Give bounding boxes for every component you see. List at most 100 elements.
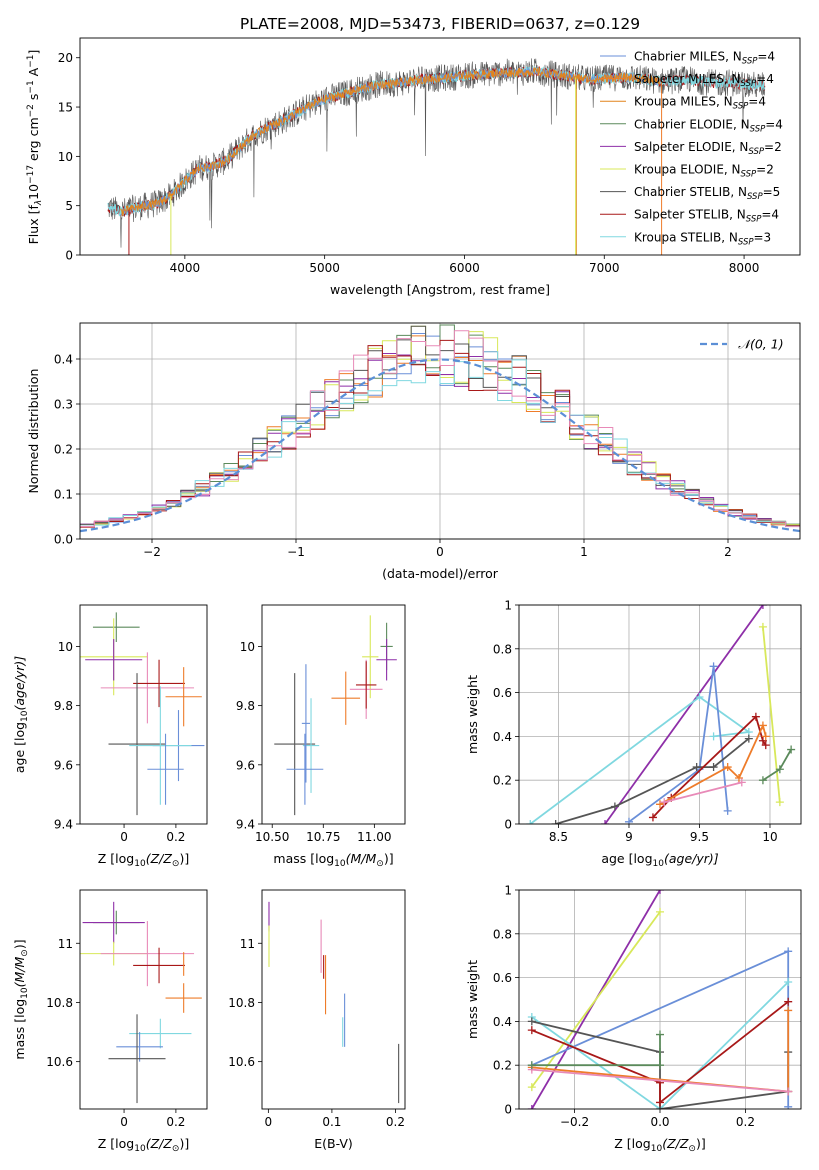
weight-marker — [648, 813, 657, 822]
errorbar-point — [129, 1018, 192, 1049]
weight-marker — [624, 817, 633, 824]
axes-frame — [79, 322, 801, 540]
weight-marker — [551, 820, 560, 824]
y-tick-label: 15 — [58, 101, 73, 115]
x-tick-label: 10.50 — [255, 830, 289, 844]
weight-marker — [709, 763, 718, 772]
y-tick-label: 0.4 — [54, 353, 73, 367]
weight-marker — [784, 997, 793, 1006]
weight-marker — [527, 1061, 536, 1070]
y-tick-label: 10 — [58, 150, 73, 164]
x-tick-label: 7000 — [589, 261, 620, 275]
y-tick-label: 1 — [504, 884, 512, 898]
y-tick-label: 9.4 — [236, 818, 255, 832]
legend: Chabrier MILES, NSSP=4 Salpeter MILES, NS… — [600, 50, 783, 247]
weight-marker — [601, 820, 610, 824]
ticks: −0.2 0.0 0.2 0 0.2 0.4 0.6 0.8 1 — [493, 884, 755, 1130]
x-tick-label: 0.2 — [166, 1115, 185, 1129]
legend-entry: Chabrier STELIB, NSSP=5 — [634, 185, 780, 202]
errorbar-point — [331, 671, 361, 725]
errorbar-point — [165, 983, 202, 1013]
y-tick-label: 9.6 — [54, 758, 73, 772]
plot-area — [80, 324, 800, 533]
y-tick-label: 0.8 — [493, 642, 512, 656]
weight-series — [527, 1030, 664, 1070]
y-tick-label: 0.3 — [54, 398, 73, 412]
weight-marker — [784, 947, 793, 956]
legend-entry: Kroupa STELIB, NSSP=3 — [634, 230, 771, 247]
errorbar-point — [85, 639, 143, 681]
weight-marker — [527, 1017, 536, 1026]
x-axis-label: (data-model)/error — [382, 566, 499, 581]
axes-frame — [79, 604, 208, 825]
weight-marker — [784, 1006, 793, 1015]
weight-marker — [784, 977, 793, 986]
weight-series — [527, 997, 793, 1107]
weight-marker — [784, 1087, 793, 1096]
normal-curve — [80, 358, 800, 533]
errorbar-point — [286, 733, 324, 805]
weight-series — [601, 605, 767, 824]
x-tick-label: 0.2 — [166, 830, 185, 844]
x-tick-label: 0.1 — [322, 1115, 341, 1129]
legend-entry: Salpeter MILES, NSSP=4 — [634, 72, 774, 89]
weight-marker — [758, 605, 767, 609]
x-tick-label: 6000 — [449, 261, 480, 275]
weight-marker — [784, 1102, 793, 1109]
weight-marker — [744, 734, 753, 743]
x-tick-label: 1 — [580, 545, 588, 559]
x-tick-label: 2 — [724, 545, 732, 559]
y-tick-label: 0.8 — [493, 927, 512, 941]
x-tick-label: 0 — [436, 545, 444, 559]
x-tick-label: 0.2 — [736, 1115, 755, 1129]
errorbar-point — [116, 1032, 163, 1062]
weight-marker — [723, 763, 732, 772]
y-tick-label: 20 — [58, 51, 73, 65]
errorbar-point — [108, 673, 166, 816]
residual-histogram — [80, 330, 800, 528]
plot-area — [527, 890, 793, 1109]
x-tick-label: 8000 — [729, 261, 760, 275]
ticks: 0 0.2 10.6 10.8 11 — [46, 937, 185, 1129]
weight-series — [624, 662, 732, 824]
legend-entry: Chabrier MILES, NSSP=4 — [634, 50, 775, 67]
weight-marker — [758, 776, 767, 785]
weight-marker — [527, 1026, 536, 1035]
y-tick-label: 9.8 — [54, 699, 73, 713]
spectrum-panel: 4000 5000 6000 7000 8000 0 5 10 15 20 wavelength [… — [26, 37, 801, 297]
residual-histogram — [80, 351, 800, 527]
y-tick-label: 9.6 — [236, 758, 255, 772]
x-tick-label: 0 — [265, 1115, 273, 1129]
weight-series — [660, 778, 746, 807]
weight-series-line — [604, 605, 764, 824]
weight-vs-age-panel: 8.5 9 9.5 10 0 0.2 0.4 0.6 0.8 1 age [log10(age/yr… — [465, 599, 802, 869]
y-tick-label: 11 — [58, 937, 73, 951]
y-tick-label: 0 — [504, 1103, 512, 1117]
axes-frame — [261, 889, 406, 1110]
errorbar-point — [100, 652, 195, 724]
axes-frame — [79, 889, 208, 1110]
ticks: 0 0.1 0.2 10.6 10.8 11 — [228, 937, 405, 1129]
errorbar-point — [376, 639, 397, 681]
plot-area — [526, 605, 796, 824]
plot-area — [80, 612, 205, 816]
y-tick-label: 0.1 — [54, 488, 73, 502]
weight-marker — [758, 622, 767, 631]
x-tick-label: −0.2 — [560, 1115, 589, 1129]
x-tick-label: −1 — [287, 545, 305, 559]
errorbar-point — [82, 901, 145, 944]
x-tick-label: 11.00 — [357, 830, 391, 844]
ticks: 4000 5000 6000 7000 8000 0 5 10 15 20 — [58, 51, 760, 275]
y-axis-label: mass [log10(M/M⊙)] — [12, 939, 30, 1059]
x-axis-label: wavelength [Angstrom, rest frame] — [330, 282, 550, 297]
errorbar-point — [133, 659, 185, 708]
weight-marker — [775, 798, 784, 807]
x-axis-label: Z [log10(Z/Z⊙)] — [98, 851, 189, 869]
x-tick-label: 8.5 — [549, 830, 568, 844]
errorbar-point — [100, 921, 195, 987]
plot-area — [268, 901, 400, 1104]
spectrum-model-line — [120, 66, 660, 217]
weight-marker — [610, 802, 619, 811]
y-tick-label: 0 — [65, 249, 73, 263]
